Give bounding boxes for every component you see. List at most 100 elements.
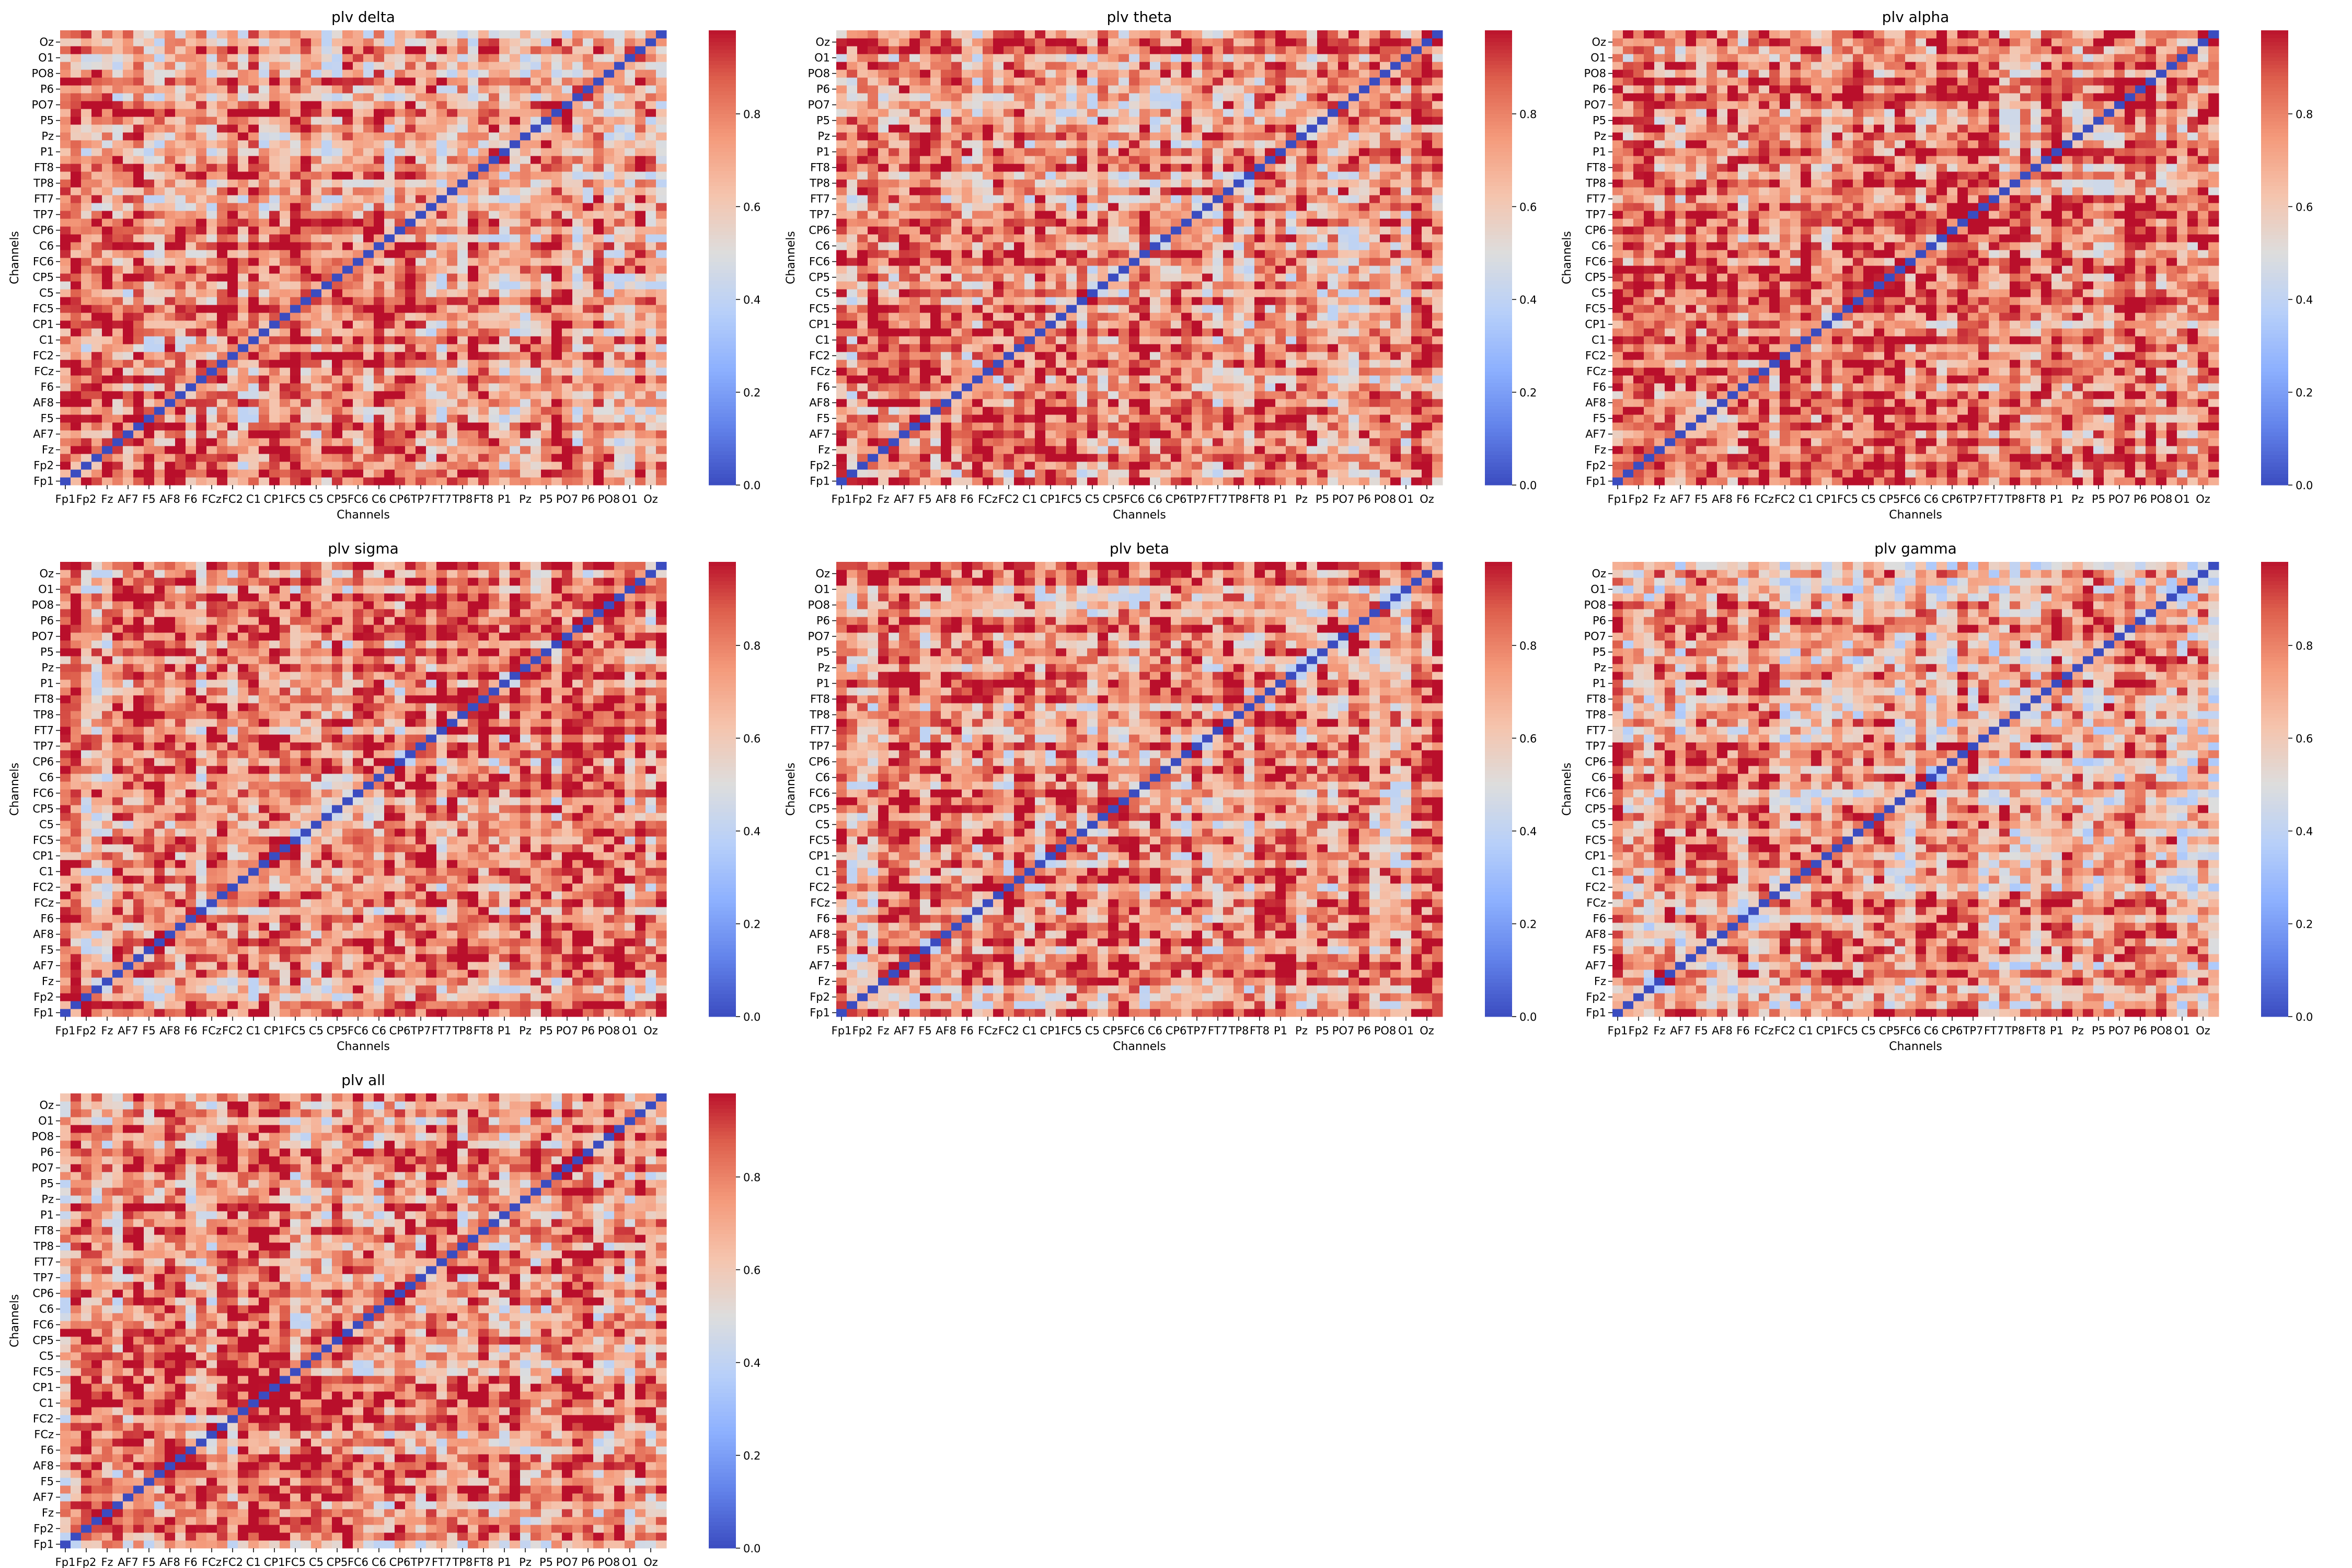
heatmap-cell xyxy=(1108,477,1119,486)
heatmap-cell xyxy=(510,179,521,188)
heatmap-cell xyxy=(1192,438,1203,446)
heatmap-cell xyxy=(541,266,552,274)
heatmap-cell xyxy=(1422,367,1433,376)
heatmap-cell xyxy=(604,297,615,305)
heatmap-cell xyxy=(541,218,552,227)
heatmap-cell xyxy=(572,352,583,360)
heatmap-cell xyxy=(321,375,332,384)
heatmap-cell xyxy=(405,391,416,399)
heatmap-cell xyxy=(342,454,353,462)
heatmap-cell xyxy=(259,430,270,439)
heatmap-cell xyxy=(102,281,113,290)
heatmap-cell xyxy=(562,305,573,313)
heatmap-cell xyxy=(248,70,259,78)
heatmap-cell xyxy=(510,352,521,360)
heatmap-cell xyxy=(71,289,82,297)
heatmap-cell xyxy=(1254,383,1265,391)
colorbar-segment xyxy=(709,212,736,216)
heatmap-cell xyxy=(1171,462,1182,470)
heatmap-cell xyxy=(426,344,437,352)
heatmap-cell xyxy=(993,367,1004,376)
colorbar-segment xyxy=(709,239,736,243)
heatmap-cell xyxy=(405,367,416,376)
heatmap-cell xyxy=(868,422,879,431)
heatmap-cell xyxy=(551,156,562,164)
heatmap-cell xyxy=(656,281,667,290)
heatmap-cell xyxy=(112,422,123,431)
heatmap-cell xyxy=(353,266,364,274)
heatmap-cell xyxy=(165,117,176,125)
heatmap-cell xyxy=(144,62,155,70)
heatmap-cell xyxy=(332,46,343,54)
heatmap-cell xyxy=(1098,462,1109,470)
heatmap-cell xyxy=(857,375,868,384)
heatmap-cell xyxy=(1286,336,1297,344)
heatmap-cell xyxy=(478,148,489,156)
heatmap-cell xyxy=(531,203,541,211)
heatmap-cell xyxy=(186,156,197,164)
x-tick-label: AF7 xyxy=(118,493,139,505)
heatmap-cell xyxy=(436,109,447,117)
heatmap-cell xyxy=(426,454,437,462)
heatmap-cell xyxy=(1390,313,1401,321)
heatmap-cell xyxy=(510,477,521,486)
heatmap-cell xyxy=(332,469,343,478)
x-tick-label: TP7 xyxy=(410,493,431,505)
heatmap-cell xyxy=(123,352,134,360)
heatmap-cell xyxy=(321,164,332,172)
x-tick-label: AF8 xyxy=(159,493,180,505)
colorbar-tick-label: 0.2 xyxy=(743,386,760,399)
heatmap-cell xyxy=(499,132,510,141)
heatmap-cell xyxy=(889,391,900,399)
heatmap-cell xyxy=(1411,344,1422,352)
heatmap-cell xyxy=(941,297,952,305)
heatmap-cell xyxy=(531,148,541,156)
heatmap-cell xyxy=(478,77,489,86)
heatmap-cell xyxy=(353,305,364,313)
heatmap-cell xyxy=(993,313,1004,321)
heatmap-cell xyxy=(1056,422,1067,431)
heatmap-cell xyxy=(436,328,447,337)
heatmap-cell xyxy=(196,414,207,423)
heatmap-cell xyxy=(60,234,71,243)
heatmap-cell xyxy=(353,211,364,219)
heatmap-cell xyxy=(1254,305,1265,313)
heatmap-cell xyxy=(510,242,521,250)
heatmap-cell xyxy=(342,187,353,195)
heatmap-cell xyxy=(133,226,144,235)
heatmap-cell xyxy=(353,242,364,250)
heatmap-cell xyxy=(1150,407,1161,415)
heatmap-cell xyxy=(280,171,291,180)
heatmap-cell xyxy=(1223,344,1234,352)
heatmap-cell xyxy=(583,148,594,156)
heatmap-cell xyxy=(489,383,500,391)
heatmap-cell xyxy=(499,226,510,235)
heatmap-cell xyxy=(447,438,458,446)
heatmap-cell xyxy=(144,203,155,211)
heatmap-cell xyxy=(1296,328,1307,337)
heatmap-cell xyxy=(102,30,113,39)
heatmap-cell xyxy=(1338,383,1349,391)
heatmap-cell xyxy=(836,375,847,384)
heatmap-cell xyxy=(144,360,155,368)
heatmap-cell xyxy=(1328,399,1339,407)
heatmap-cell xyxy=(868,297,879,305)
heatmap-cell xyxy=(1328,477,1339,486)
heatmap-cell xyxy=(290,430,301,439)
heatmap-cell xyxy=(71,164,82,172)
heatmap-cell xyxy=(614,187,625,195)
heatmap-cell xyxy=(930,305,941,313)
heatmap-cell xyxy=(165,391,176,399)
heatmap-cell xyxy=(332,164,343,172)
heatmap-cell xyxy=(1275,375,1286,384)
heatmap-cell xyxy=(426,273,437,282)
heatmap-cell xyxy=(81,328,92,337)
heatmap-cell xyxy=(102,171,113,180)
heatmap-cell xyxy=(301,375,312,384)
heatmap-cell xyxy=(478,164,489,172)
heatmap-cell xyxy=(1317,438,1328,446)
heatmap-cell xyxy=(60,281,71,290)
heatmap-cell xyxy=(384,156,395,164)
heatmap-cell xyxy=(562,164,573,172)
heatmap-cell xyxy=(196,422,207,431)
